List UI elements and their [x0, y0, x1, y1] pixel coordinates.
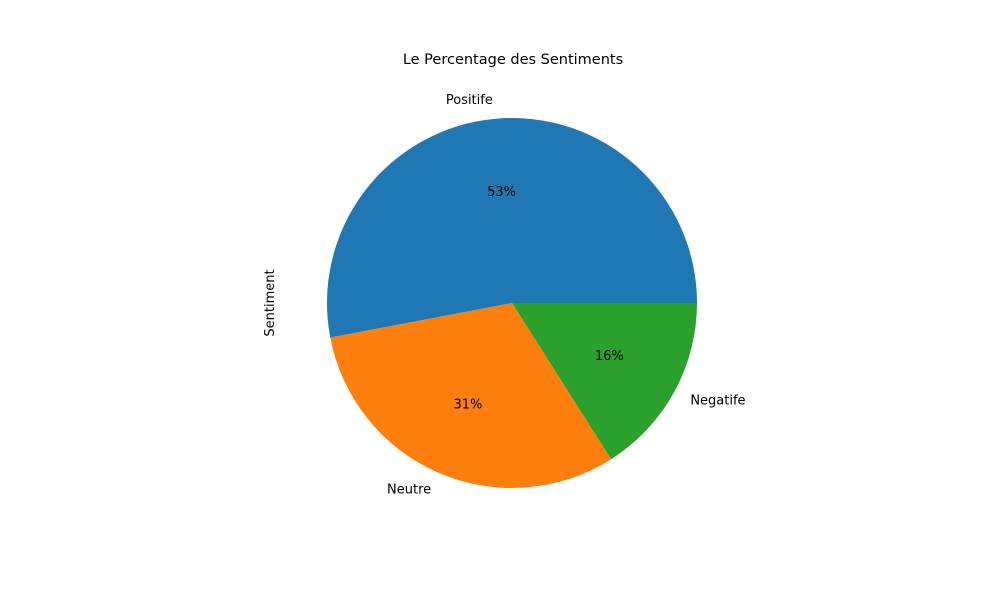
pie-slices [327, 118, 697, 489]
y-axis-label: Sentiment [263, 269, 278, 336]
chart-title: Le Percentage des Sentiments [403, 52, 623, 68]
slice-label-neutre: Neutre [387, 482, 431, 497]
pie-slice-neutre [330, 303, 612, 489]
pie-slice-positife [327, 118, 697, 338]
slice-label-positife: Positife [446, 93, 493, 108]
slice-label-negatife: Negatife [690, 394, 745, 409]
slice-percent-positife: 53% [487, 185, 516, 200]
pie-labels: Positife 53% Neutre 31% Negatife 16% [387, 93, 746, 497]
slice-percent-negatife: 16% [595, 349, 624, 364]
slice-percent-neutre: 31% [453, 397, 482, 412]
pie-slice-negatife [512, 303, 697, 460]
